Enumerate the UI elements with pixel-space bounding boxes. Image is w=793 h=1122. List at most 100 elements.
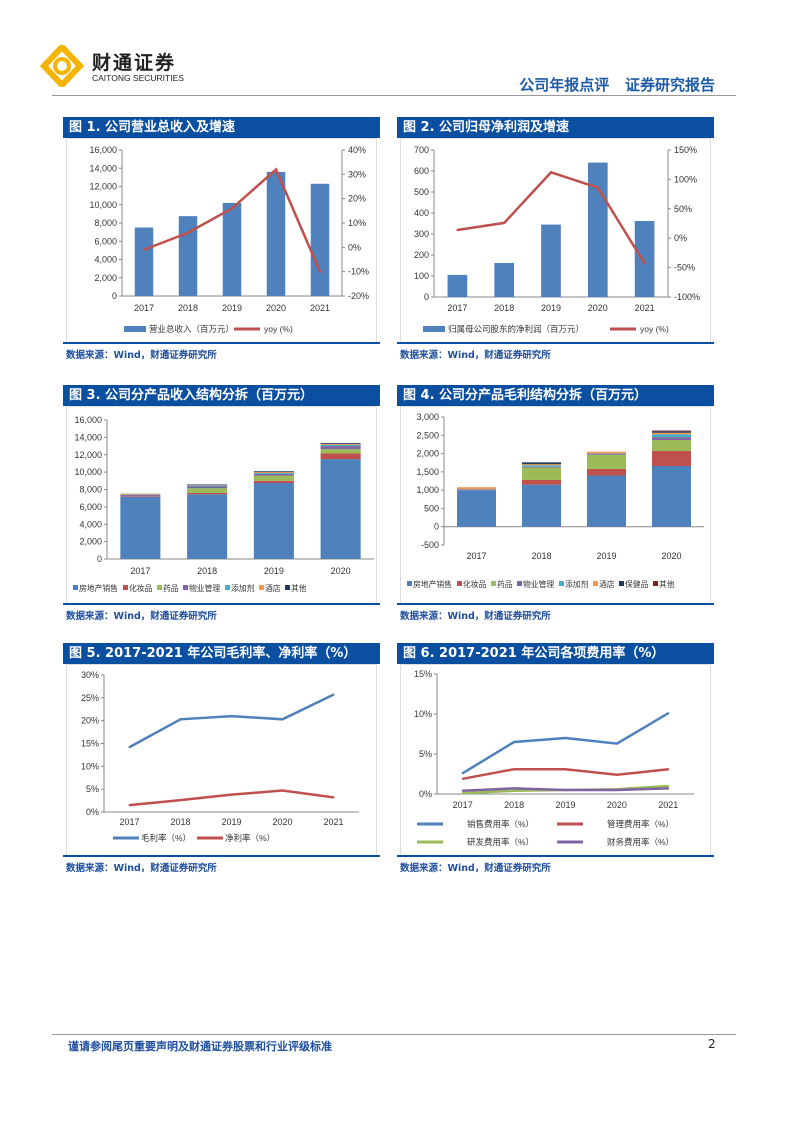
y-tick-label: 5%	[419, 749, 432, 759]
bar-segment-2018	[187, 488, 228, 493]
y-tick-label: 200	[414, 250, 429, 260]
data-point	[461, 789, 464, 792]
bar-segment-2019	[253, 480, 294, 483]
y-tick-label: 16,000	[89, 145, 117, 155]
data-point	[564, 768, 567, 771]
x-tick-label: 2017	[119, 817, 139, 827]
x-tick-label: 2018	[504, 800, 524, 810]
bar-2017	[447, 274, 468, 297]
series-line-1	[129, 789, 334, 807]
legend-swatch	[619, 581, 624, 586]
y-tick-label: 0%	[419, 789, 432, 799]
data-point	[667, 787, 670, 790]
data-point	[128, 746, 131, 749]
bar-segment-2018	[187, 492, 228, 495]
bar-segment-2019	[253, 471, 294, 473]
y-tick-label: 100%	[674, 174, 697, 184]
y-tick-label: 150%	[674, 145, 697, 155]
data-point	[281, 718, 284, 721]
y-tick-label: 5%	[86, 784, 99, 794]
y-tick-label: 1,000	[416, 485, 439, 495]
figure-title: 图 4. 公司分产品毛利结构分拆（百万元）	[397, 385, 714, 406]
y-tick-label: 14,000	[89, 163, 117, 173]
figure-5: 图 5. 2017-2021 年公司毛利率、净利率（%） 0% 5% 10% 15% 2…	[63, 643, 380, 874]
data-point	[615, 742, 618, 745]
legend-label: 物业管理	[189, 583, 220, 593]
y-tick-label: 15%	[81, 739, 99, 749]
source-note: 数据来源：Wind，财通证券研究所	[400, 611, 551, 622]
data-point	[461, 772, 464, 775]
x-tick-label: 2019	[541, 303, 561, 313]
y-tick-label: -20%	[348, 291, 369, 301]
data-point	[513, 787, 516, 790]
y-tick-label: 1,500	[416, 467, 439, 477]
y-tick-label: 0%	[674, 233, 687, 243]
x-tick-label: 2018	[494, 303, 514, 313]
y-tick-label: 2,500	[416, 430, 439, 440]
data-point	[461, 777, 464, 780]
data-point	[179, 718, 182, 721]
bar-2018	[494, 262, 515, 297]
bar-segment-2020	[320, 453, 361, 460]
bar-segment-2020	[652, 430, 691, 432]
legend-swatch	[225, 585, 230, 590]
y-tick-label: 30%	[81, 670, 99, 680]
report-type: 公司年报点评	[519, 76, 610, 94]
y-tick-label: 50%	[674, 204, 692, 214]
legend-swatch	[124, 326, 146, 332]
bar-segment-2019	[253, 473, 294, 476]
y-tick-label: 2,000	[79, 537, 102, 547]
x-tick-label: 2017	[453, 800, 473, 810]
legend-label: 财务费用率（%）	[607, 837, 674, 847]
bar-2017	[134, 227, 154, 296]
source-note: 数据来源：Wind，财通证券研究所	[66, 611, 217, 622]
legend-swatch	[407, 581, 412, 586]
legend-label: 酒店	[599, 579, 615, 589]
y-tick-label: 0	[112, 291, 117, 301]
x-tick-label: 2018	[197, 566, 217, 576]
yoy-point-2021	[319, 270, 321, 273]
bar-segment-2020	[320, 446, 361, 450]
data-point	[667, 785, 670, 787]
y-tick-label: 0	[434, 522, 439, 532]
legend-label: 管理费用率（%）	[607, 819, 674, 829]
legend-line-label: yoy (%)	[264, 324, 293, 334]
bar-segment-2018	[187, 494, 228, 559]
bar-segment-2020	[652, 440, 691, 452]
x-tick-label: 2020	[588, 303, 608, 313]
bar-segment-2018	[522, 464, 561, 466]
bar-segment-2019	[587, 468, 626, 476]
bar-segment-2020	[320, 444, 361, 447]
y-tick-label: 600	[414, 166, 429, 176]
y-tick-label: 500	[414, 187, 429, 197]
bar-segment-2020	[652, 437, 691, 441]
y-tick-label: 0%	[86, 807, 99, 817]
data-point	[513, 741, 516, 743]
y-tick-label: 15%	[414, 669, 432, 679]
y-tick-label: 10%	[348, 218, 366, 228]
data-point	[564, 789, 567, 791]
legend-swatch	[123, 585, 128, 590]
legend-swatch	[559, 581, 564, 586]
data-point	[513, 789, 516, 792]
bar-segment-2018	[187, 484, 228, 486]
x-tick-label: 2020	[661, 551, 681, 561]
x-tick-label: 2021	[635, 303, 655, 313]
legend-swatch	[183, 585, 188, 590]
data-point	[230, 715, 233, 718]
legend-line-label: yoy (%)	[640, 324, 669, 334]
y-tick-label: 10,000	[74, 467, 102, 477]
legend-bar-label: 营业总收入（百万元）	[149, 324, 234, 334]
legend-swatch	[259, 585, 264, 590]
bar-segment-2018	[522, 466, 561, 468]
data-point	[281, 789, 284, 792]
y-tick-label: 10,000	[89, 200, 117, 210]
legend-swatch	[517, 581, 522, 586]
yoy-point-2018	[187, 231, 189, 234]
y-tick-label: 3,000	[416, 412, 439, 422]
legend-label: 研发费用率（%）	[467, 837, 534, 847]
bar-segment-2018	[522, 462, 561, 465]
bar-segment-2020	[320, 449, 361, 454]
y-tick-label: 300	[414, 229, 429, 239]
legend-label: 保健品	[625, 579, 649, 589]
